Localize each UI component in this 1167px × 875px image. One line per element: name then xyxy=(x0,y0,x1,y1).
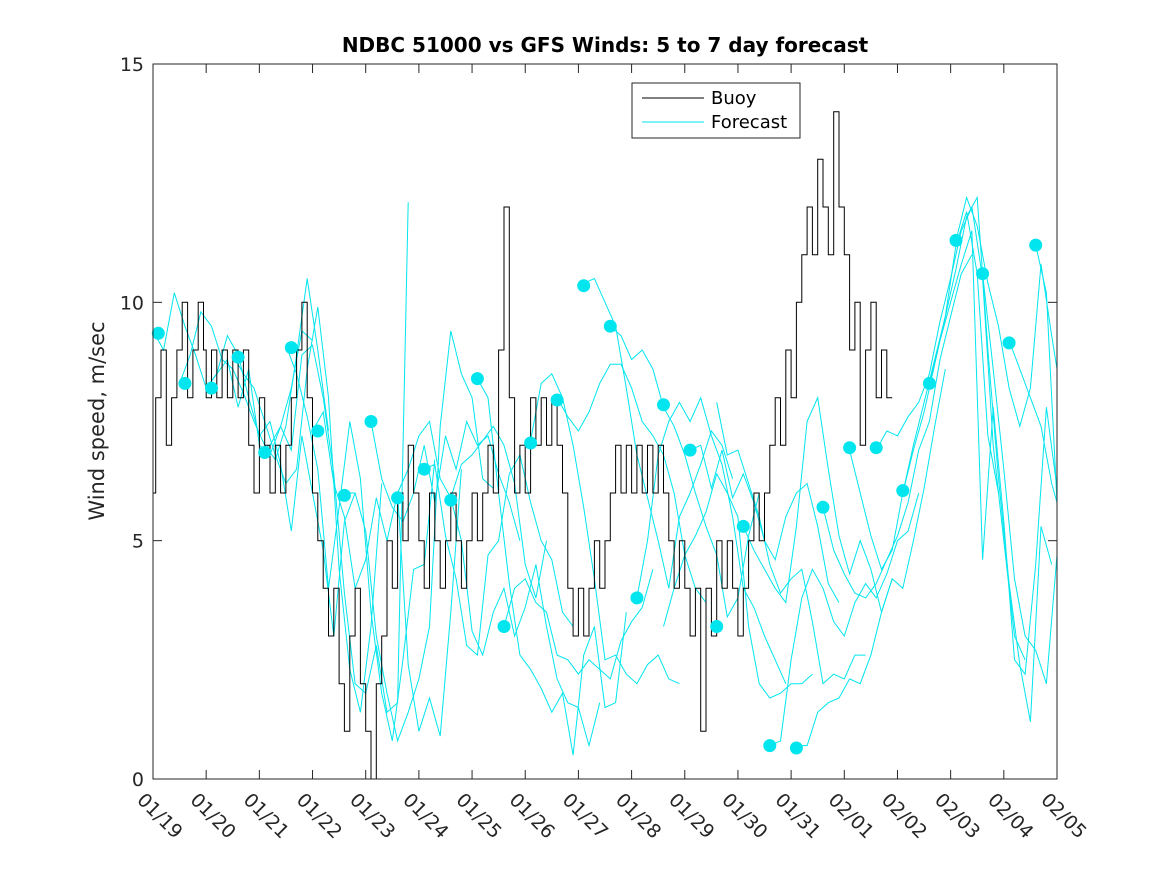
forecast-marker xyxy=(258,446,272,459)
forecast-marker xyxy=(763,739,777,753)
forecast-run-line-31 xyxy=(982,273,1058,684)
y-tick-label: 10 xyxy=(120,292,144,314)
forecast-marker xyxy=(417,462,431,476)
y-tick-label: 5 xyxy=(132,531,144,553)
forecast-marker xyxy=(657,398,670,412)
forecast-run-line-5 xyxy=(285,345,436,742)
forecast-run-line-14 xyxy=(530,372,680,685)
forecast-marker xyxy=(577,279,591,293)
legend-box xyxy=(631,82,801,139)
forecast-marker xyxy=(896,484,910,498)
legend-buoy-label: Buoy xyxy=(711,88,757,109)
forecast-marker xyxy=(284,341,298,355)
forecast-run-line-15 xyxy=(556,363,707,603)
forecast-marker xyxy=(470,372,484,386)
forecast-marker xyxy=(231,350,245,364)
forecast-run-line-25 xyxy=(822,254,973,599)
buoy-line xyxy=(153,111,893,780)
forecast-run-line-29 xyxy=(928,230,1058,676)
forecast-marker xyxy=(205,381,218,395)
forecast-run-line-10 xyxy=(423,453,574,657)
forecast-run-line-9 xyxy=(397,420,547,599)
forecast-marker xyxy=(922,376,936,390)
forecast-marker xyxy=(736,519,750,533)
forecast-run-line-22 xyxy=(742,395,893,615)
forecast-marker xyxy=(550,393,564,407)
forecast-marker xyxy=(1029,238,1043,252)
forecast-marker xyxy=(630,591,644,605)
forecast-run-line-23 xyxy=(769,492,920,747)
forecast-run-line-13 xyxy=(503,569,654,680)
forecast-run-line-30 xyxy=(955,195,1058,429)
forecast-marker xyxy=(949,233,963,247)
forecast-marker xyxy=(816,500,830,514)
legend-forecast-label: Forecast xyxy=(711,112,787,133)
forecast-marker xyxy=(364,415,378,428)
axes-box xyxy=(152,63,1058,780)
forecast-run-line-11 xyxy=(450,497,601,748)
forecast-marker xyxy=(976,267,990,281)
forecast-marker xyxy=(603,319,617,333)
y-axis-label: Wind speed, m/sec xyxy=(85,321,109,520)
forecast-marker xyxy=(1002,336,1016,350)
forecast-run-line-33 xyxy=(1035,244,1058,503)
forecast-marker xyxy=(178,376,192,390)
forecast-run-line-27 xyxy=(875,205,1026,661)
forecast-run-line-32 xyxy=(1008,340,1058,503)
forecast-marker xyxy=(683,443,697,457)
legend: Buoy Forecast xyxy=(631,82,801,139)
forecast-run-line-21 xyxy=(716,402,866,685)
forecast-run-line-17 xyxy=(609,325,760,619)
forecast-marker xyxy=(497,620,511,633)
forecast-marker xyxy=(151,326,165,340)
forecast-run-line-12 xyxy=(476,378,627,756)
y-axis: 0 5 10 15 xyxy=(120,54,1057,791)
forecast-run-line-7 xyxy=(344,330,494,743)
chart-title: NDBC 51000 vs GFS Winds: 5 to 7 day fore… xyxy=(342,33,869,57)
buoy-series xyxy=(153,111,893,780)
forecast-marker xyxy=(444,493,458,507)
y-tick-label: 15 xyxy=(120,54,144,76)
forecast-marker xyxy=(789,741,803,755)
y-tick-label: 0 xyxy=(132,769,144,791)
forecast-run-line-1 xyxy=(179,278,329,461)
forecast-marker xyxy=(843,441,857,455)
forecast-marker xyxy=(391,491,405,505)
forecast-marker xyxy=(710,620,724,633)
forecast-run-line-18 xyxy=(636,396,787,684)
forecast-run-line-24 xyxy=(796,369,946,747)
forecast-marker xyxy=(311,424,325,438)
forecast-marker xyxy=(524,436,538,450)
forecast-run-line-16 xyxy=(583,277,734,589)
forecast-markers xyxy=(151,233,1043,755)
forecast-run-line-26 xyxy=(849,211,999,571)
forecast-marker xyxy=(337,488,351,502)
forecast-run-line-4 xyxy=(259,202,409,714)
forecast-marker xyxy=(869,441,883,455)
